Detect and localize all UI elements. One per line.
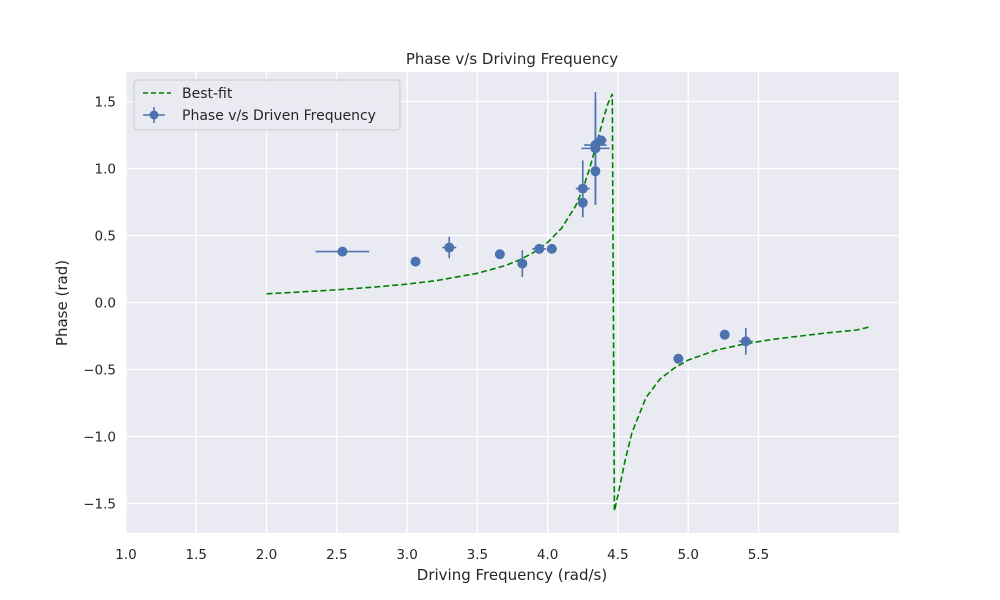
data-point [410,256,421,267]
legend-box [133,79,401,131]
point-marker [337,246,348,257]
x-tick-label: 5.0 [677,547,698,563]
point-marker [494,249,505,260]
point-marker [719,329,730,340]
data-point [546,243,557,254]
x-tick-label: 1.5 [186,547,207,563]
tick-labels: 1.0 1.5 2.0 2.5 3.0 3.5 4.0 4.5 5.0 5.5 −1.5 −1.0 −0… [83,94,769,563]
point-marker [410,256,421,267]
data-point [673,353,684,364]
point-marker [517,258,528,269]
legend-points-label: Phase v/s Driven Frequency [182,108,376,124]
y-tick-label: 0.0 [95,296,116,312]
x-tick-label: 3.5 [467,547,488,563]
grid [125,72,899,533]
data-point [442,236,457,259]
y-tick-label: 1.5 [95,94,116,110]
y-tick-label: 1.0 [95,161,116,177]
best-fit-line [266,93,872,512]
y-tick-label: −1.0 [83,430,116,446]
data-points-layer [315,92,753,364]
data-point [575,160,590,217]
y-tick-label: 0.5 [95,228,116,244]
y-axis-label: Phase (rad) [53,260,71,346]
x-tick-label: 1.0 [115,547,136,563]
chart-title: Phase v/s Driving Frequency [406,50,618,68]
x-tick-label: 4.5 [607,547,628,563]
x-tick-label: 2.0 [256,547,277,563]
point-marker [740,336,751,347]
point-marker [534,243,545,254]
legend-fit-label: Best-fit [182,86,233,102]
x-tick-label: 3.0 [396,547,417,563]
point-marker [673,353,684,364]
legend-points-swatch [143,107,165,123]
legend: Best-fit Phase v/s Driven Frequency [133,79,401,131]
point-marker [444,242,455,253]
data-point [315,246,370,257]
y-tick-label: −1.5 [83,497,116,513]
point-marker [596,135,607,146]
point-marker [577,183,588,194]
y-tick-label: −0.5 [83,363,116,379]
x-tick-label: 2.5 [326,547,347,563]
data-point [595,135,607,146]
data-point [584,98,607,192]
data-point [738,327,753,355]
data-point [719,329,730,340]
data-point [494,249,505,260]
data-point [532,243,547,254]
x-axis-label: Driving Frequency (rad/s) [417,566,607,584]
point-marker [546,243,557,254]
x-tick-label: 5.5 [748,547,769,563]
best-fit-layer [266,93,872,512]
data-point [517,250,528,278]
x-tick-label: 4.0 [537,547,558,563]
